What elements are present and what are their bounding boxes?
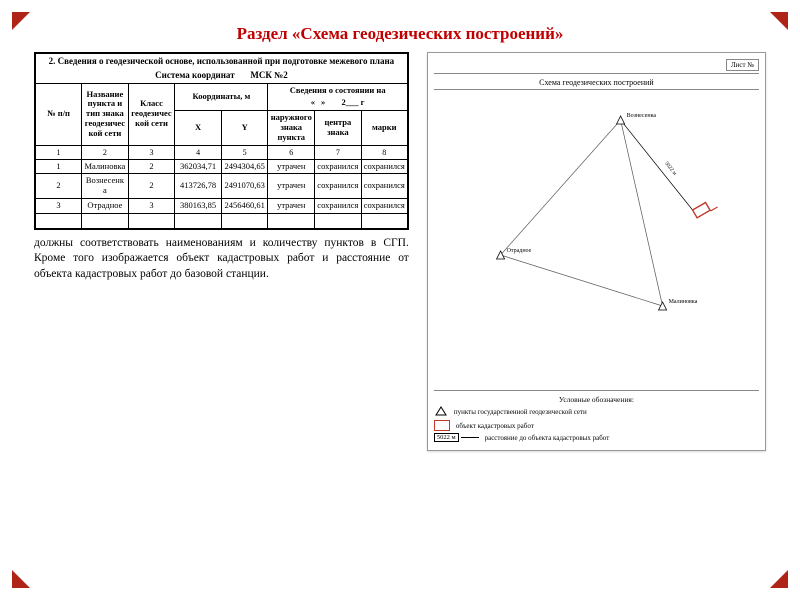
sheet-header: Лист № (434, 59, 759, 74)
th-mark: марки (361, 111, 408, 145)
th-class: Класс геодезической сети (128, 83, 175, 145)
cell: 2 (35, 174, 82, 199)
cell: утрачен (268, 174, 315, 199)
cell: сохранился (361, 199, 408, 214)
sheet-number-label: Лист № (726, 59, 759, 71)
cell: Отрадное (82, 199, 129, 214)
cell: 362034,71 (175, 159, 222, 174)
corner-decoration (770, 570, 788, 588)
col-num: 4 (175, 145, 222, 159)
col-num: 3 (128, 145, 175, 159)
cell: 2 (128, 174, 175, 199)
cell: сохранился (361, 159, 408, 174)
th-outer: наружного знака пункта (268, 111, 315, 145)
cell: 3 (128, 199, 175, 214)
page-title: Раздел «Схема геодезических построений» (34, 24, 766, 44)
th-num: № п/п (35, 83, 82, 145)
cell: сохранился (361, 174, 408, 199)
table-caption-line1: 2. Сведения о геодезической основе, испо… (38, 56, 405, 66)
legend-item: объект кадастровых работ (434, 420, 759, 431)
corner-decoration (12, 12, 30, 30)
col-num: 8 (361, 145, 408, 159)
cell: 413726,78 (175, 174, 222, 199)
legend-item: 5022 м расстояние до объекта кадастровых … (434, 433, 759, 442)
table-row: 3Отрадное3380163,852456460,61утраченсохр… (35, 199, 408, 214)
cell: 3 (35, 199, 82, 214)
cell: сохранился (315, 174, 362, 199)
th-state: Сведения о состоянии на « » 2___ г (268, 83, 408, 111)
diagram-sheet: Лист № Схема геодезических построений 50… (427, 52, 766, 451)
date-quote-close: » (321, 98, 325, 108)
diagram-canvas: 5022 м Вознесенка Отрадное Малиновка (434, 90, 759, 390)
th-center: центра знака (315, 111, 362, 145)
geodetic-table: 2. Сведения о геодезической основе, испо… (34, 52, 409, 230)
cell: сохранился (315, 159, 362, 174)
sheet-title: Схема геодезических построений (434, 76, 759, 90)
col-num: 1 (35, 145, 82, 159)
redbox-icon (434, 420, 450, 431)
cell: 2494304,65 (221, 159, 268, 174)
date-year: 2___ г (342, 98, 365, 108)
th-coords: Координаты, м (175, 83, 268, 111)
th-name: Название пункта и тип знака геодезическо… (82, 83, 129, 145)
svg-text:Вознесенка: Вознесенка (626, 113, 656, 119)
cell: 2456460,61 (221, 199, 268, 214)
cell: сохранился (315, 199, 362, 214)
th-state-label: Сведения о состоянии на (270, 86, 404, 96)
cell: утрачен (268, 199, 315, 214)
cell: 2 (128, 159, 175, 174)
col-num: 2 (82, 145, 129, 159)
th-x: X (175, 111, 222, 145)
table-caption: 2. Сведения о геодезической основе, испо… (35, 53, 408, 83)
svg-text:5022 м: 5022 м (663, 161, 678, 178)
cell: 1 (35, 159, 82, 174)
legend: Условные обозначения: пункты государстве… (434, 390, 759, 442)
left-column: 2. Сведения о геодезической основе, испо… (34, 52, 409, 282)
legend-title: Условные обозначения: (434, 395, 759, 404)
cell: 380163,85 (175, 199, 222, 214)
main-content: 2. Сведения о геодезической основе, испо… (34, 52, 766, 451)
table-colnum-row: 12345678 (35, 145, 408, 159)
diagram-svg: 5022 м Вознесенка Отрадное Малиновка (434, 90, 759, 390)
right-column: Лист № Схема геодезических построений 50… (427, 52, 766, 451)
svg-text:Малиновка: Малиновка (668, 299, 697, 305)
col-num: 5 (221, 145, 268, 159)
coord-system-value: МСК №2 (250, 70, 287, 80)
corner-decoration (12, 570, 30, 588)
cell: Малиновка (82, 159, 129, 174)
cell: 2491070,63 (221, 174, 268, 199)
table-row: 1Малиновка2362034,712494304,65утраченсох… (35, 159, 408, 174)
legend-text: расстояние до объекта кадастровых работ (485, 434, 610, 442)
date-quote-open: « (311, 98, 315, 108)
table-row: 2Вознесенка2413726,782491070,63утраченсо… (35, 174, 408, 199)
corner-decoration (770, 12, 788, 30)
legend-item: пункты государственной геодезической сет… (434, 406, 759, 418)
slide: Раздел «Схема геодезических построений» … (0, 0, 800, 600)
coord-system-label: Система координат (155, 70, 234, 80)
col-num: 7 (315, 145, 362, 159)
triangle-icon (434, 406, 448, 418)
th-y: Y (221, 111, 268, 145)
col-num: 6 (268, 145, 315, 159)
legend-text: пункты государственной геодезической сет… (454, 408, 587, 416)
cell: Вознесенка (82, 174, 129, 199)
legend-text: объект кадастровых работ (456, 422, 534, 430)
description-text: должны соответствовать наименованиям и к… (34, 236, 409, 283)
svg-text:Отрадное: Отрадное (506, 248, 531, 254)
table-empty-row (35, 213, 408, 228)
distance-line-icon: 5022 м (434, 433, 479, 442)
cell: утрачен (268, 159, 315, 174)
